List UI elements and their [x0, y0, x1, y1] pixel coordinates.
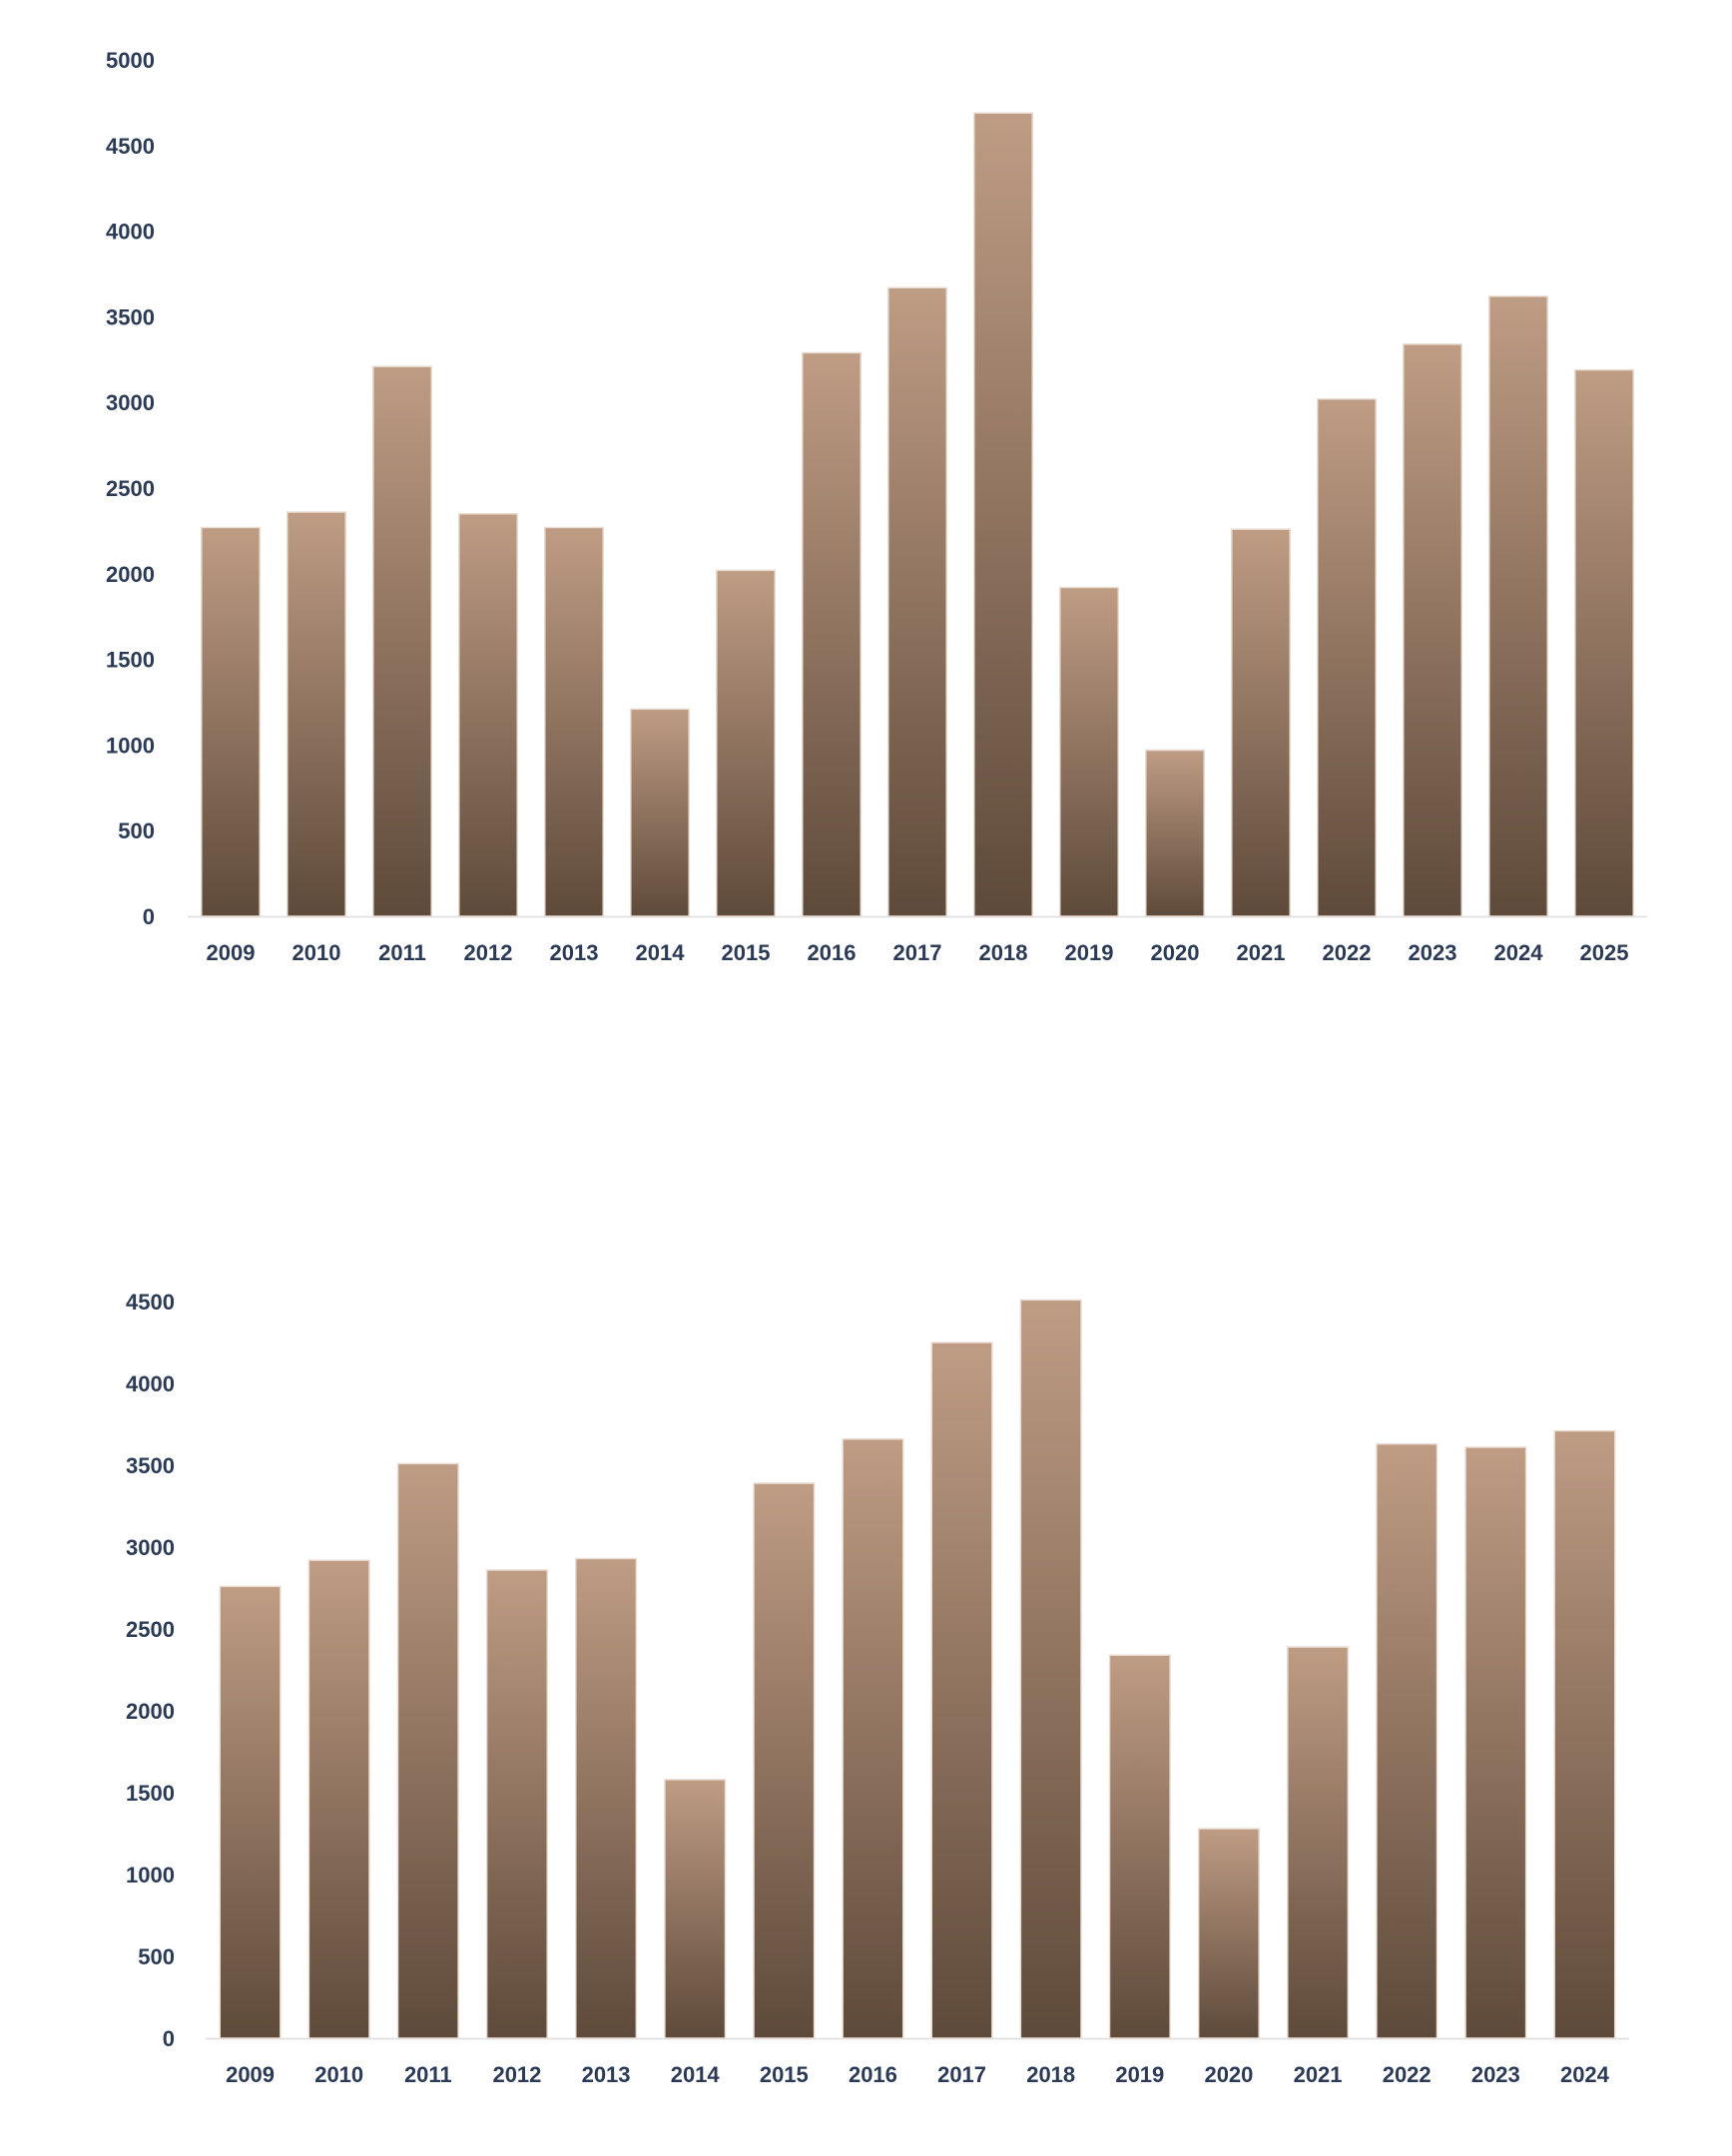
top-x-tick-label: 2016 [808, 940, 857, 965]
top-y-tick-label: 0 [143, 904, 155, 929]
top-x-tick-label: 2015 [722, 940, 771, 965]
top-x-tick-label: 2012 [464, 940, 513, 965]
top-x-tick-label: 2014 [636, 940, 686, 965]
bottom-y-tick-label: 4000 [126, 1371, 175, 1396]
bottom-bar-2010[interactable] [307, 1559, 370, 2039]
top-bar-2020[interactable] [1145, 749, 1205, 917]
bottom-y-tick-label: 3000 [126, 1535, 175, 1560]
top-x-tick-label: 2020 [1151, 940, 1200, 965]
bottom-x-tick-label: 2019 [1115, 2062, 1164, 2087]
top-y-tick-label: 500 [118, 818, 155, 843]
bottom-bars [219, 1299, 1616, 2039]
bottom-y-tick-label: 2500 [126, 1617, 175, 1642]
top-y-axis: 0 500 1000 1500 2000 2500 3000 3500 4000 4500 5000 [106, 48, 155, 929]
bottom-x-tick-label: 2013 [582, 2062, 631, 2087]
top-bar-2013[interactable] [544, 526, 604, 917]
top-bar-2010[interactable] [287, 511, 346, 917]
top-y-tick-label: 4000 [106, 220, 155, 245]
bottom-x-tick-label: 2021 [1294, 2062, 1343, 2087]
bottom-x-tick-label: 2011 [404, 2062, 452, 2087]
top-bar-2015[interactable] [716, 569, 776, 917]
top-x-tick-label: 2017 [893, 940, 942, 965]
top-x-tick-label: 2013 [550, 940, 599, 965]
bottom-bar-2022[interactable] [1376, 1442, 1439, 2039]
top-bars [201, 112, 1634, 917]
bottom-x-tick-label: 2020 [1204, 2062, 1253, 2087]
top-bar-2014[interactable] [630, 708, 690, 917]
top-bar-2018[interactable] [973, 112, 1033, 917]
top-bar-2009[interactable] [201, 526, 261, 917]
bottom-bar-2021[interactable] [1287, 1646, 1350, 2039]
bottom-bar-2015[interactable] [753, 1482, 816, 2039]
bottom-y-tick-label: 0 [163, 2026, 175, 2051]
bottom-x-axis: 2009 2010 2011 2012 2013 2014 2015 2016 2017 2018… [226, 2062, 1610, 2087]
bar-chart-top: 0 500 1000 1500 2000 2500 3000 3500 4000 4500 5000… [0, 0, 1732, 998]
top-x-tick-label: 2024 [1494, 940, 1544, 965]
bar-chart-bottom: 0 500 1000 1500 2000 2500 3000 3500 4000 4500 2009… [0, 1228, 1732, 2126]
top-bar-2024[interactable] [1488, 295, 1548, 917]
top-x-tick-label: 2009 [207, 940, 256, 965]
top-x-tick-label: 2021 [1237, 940, 1286, 965]
top-y-tick-label: 3500 [106, 304, 155, 329]
bottom-y-tick-label: 1000 [126, 1863, 175, 1887]
bottom-bar-2017[interactable] [930, 1342, 993, 2039]
top-y-tick-label: 1000 [106, 733, 155, 758]
top-y-tick-label: 3000 [106, 390, 155, 415]
bottom-y-tick-label: 1500 [126, 1781, 175, 1806]
bar-chart-top-svg: 0 500 1000 1500 2000 2500 3000 3500 4000 4500 5000… [106, 48, 1647, 965]
top-x-axis: 2009 2010 2011 2012 2013 2014 2015 2016 2017 2018… [207, 940, 1629, 965]
bottom-x-tick-label: 2018 [1026, 2062, 1075, 2087]
top-x-tick-label: 2019 [1065, 940, 1114, 965]
bottom-x-tick-label: 2024 [1560, 2062, 1610, 2087]
bottom-bar-2013[interactable] [575, 1557, 638, 2039]
bottom-y-tick-label: 4500 [126, 1290, 175, 1315]
bottom-x-tick-label: 2009 [226, 2062, 275, 2087]
bottom-bar-2019[interactable] [1108, 1654, 1171, 2039]
top-x-tick-label: 2022 [1323, 940, 1372, 965]
bottom-bar-2014[interactable] [664, 1779, 727, 2039]
top-bar-2017[interactable] [887, 286, 947, 917]
top-y-tick-label: 1500 [106, 648, 155, 673]
bottom-x-tick-label: 2023 [1471, 2062, 1520, 2087]
top-bar-2011[interactable] [372, 365, 432, 917]
bottom-x-tick-label: 2022 [1383, 2062, 1432, 2087]
top-y-tick-label: 5000 [106, 48, 155, 73]
bottom-y-tick-label: 2000 [126, 1699, 175, 1724]
bottom-bar-2016[interactable] [842, 1438, 904, 2039]
bottom-x-tick-label: 2012 [492, 2062, 541, 2087]
bottom-x-tick-label: 2016 [849, 2062, 897, 2087]
top-bar-2025[interactable] [1574, 368, 1634, 917]
bottom-bar-2012[interactable] [485, 1569, 548, 2039]
top-x-tick-label: 2010 [292, 940, 341, 965]
top-bar-2016[interactable] [802, 351, 862, 917]
top-bar-2021[interactable] [1231, 528, 1291, 917]
bottom-bar-2023[interactable] [1464, 1446, 1527, 2039]
top-y-tick-label: 4500 [106, 134, 155, 159]
top-bar-2022[interactable] [1317, 398, 1377, 917]
top-x-tick-label: 2023 [1409, 940, 1457, 965]
bar-chart-bottom-svg: 0 500 1000 1500 2000 2500 3000 3500 4000 4500 2009… [126, 1290, 1629, 2087]
top-bar-2023[interactable] [1403, 343, 1462, 917]
bottom-bar-2009[interactable] [219, 1585, 282, 2039]
top-bar-2019[interactable] [1059, 586, 1119, 917]
bottom-x-tick-label: 2015 [760, 2062, 809, 2087]
bottom-bar-2018[interactable] [1019, 1299, 1082, 2039]
bottom-x-tick-label: 2010 [314, 2062, 363, 2087]
bottom-bar-2011[interactable] [396, 1462, 459, 2039]
top-x-tick-label: 2018 [979, 940, 1028, 965]
top-bar-2012[interactable] [458, 512, 518, 917]
top-y-tick-label: 2500 [106, 476, 155, 501]
bottom-bar-2024[interactable] [1553, 1429, 1616, 2039]
bottom-y-tick-label: 3500 [126, 1453, 175, 1478]
bottom-y-tick-label: 500 [138, 1944, 175, 1969]
bottom-y-axis: 0 500 1000 1500 2000 2500 3000 3500 4000 4500 [126, 1290, 175, 2051]
top-x-tick-label: 2025 [1580, 940, 1629, 965]
bottom-bar-2020[interactable] [1197, 1828, 1260, 2039]
top-x-tick-label: 2011 [378, 940, 426, 965]
bottom-x-tick-label: 2017 [937, 2062, 986, 2087]
bottom-x-tick-label: 2014 [671, 2062, 721, 2087]
top-y-tick-label: 2000 [106, 562, 155, 587]
